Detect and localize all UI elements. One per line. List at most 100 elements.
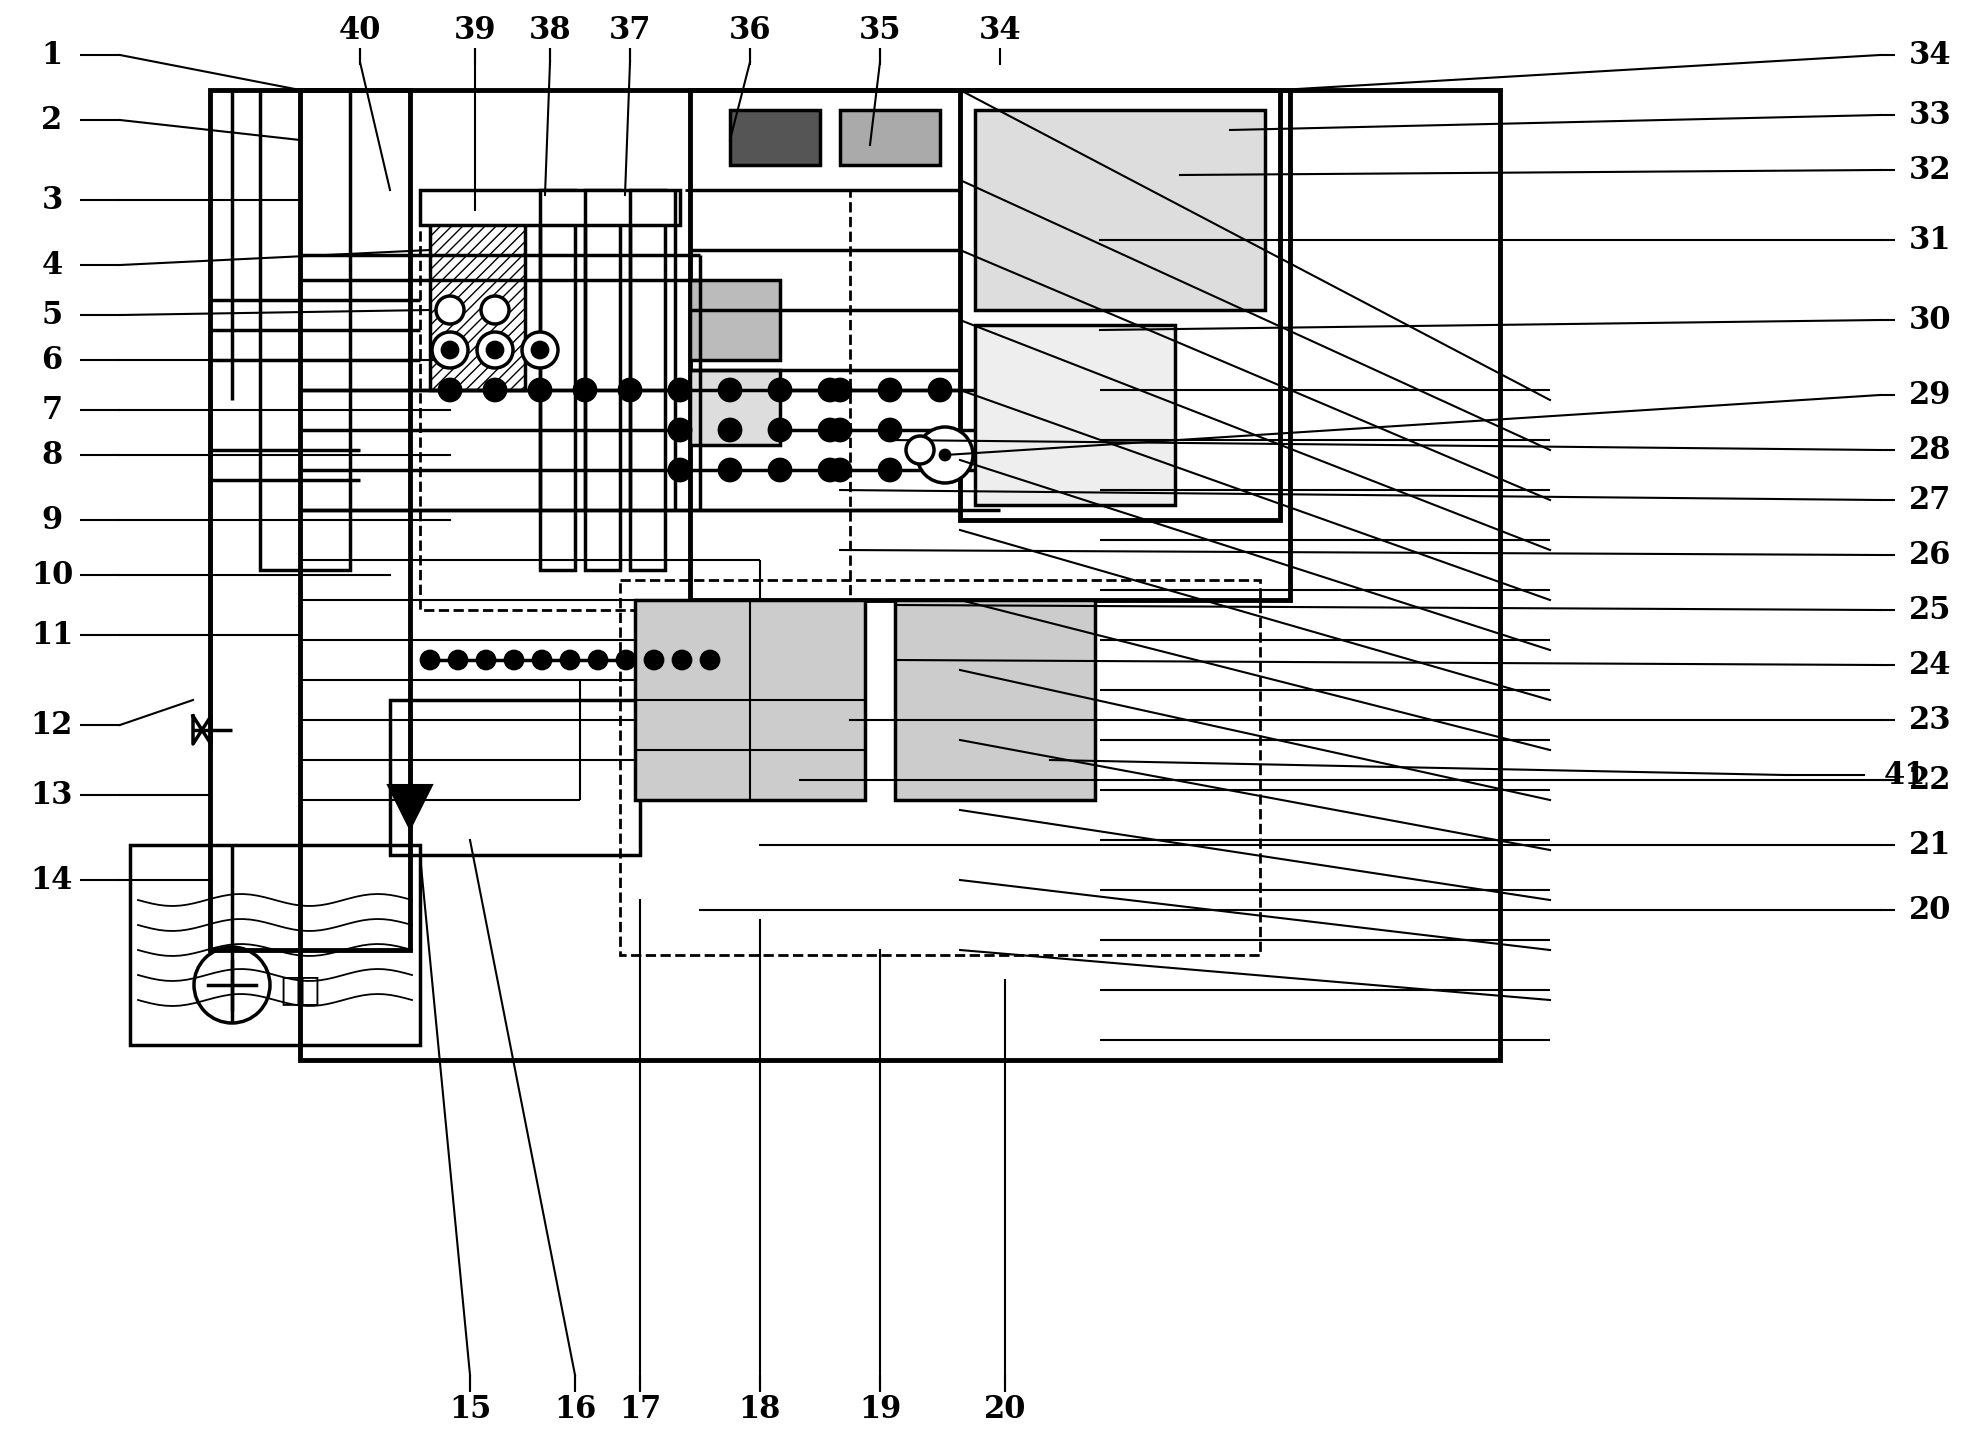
Circle shape [646, 651, 663, 669]
Text: 18: 18 [738, 1394, 781, 1426]
Polygon shape [389, 785, 432, 830]
Bar [976, 110, 1264, 310]
Text: 37: 37 [609, 14, 652, 46]
Circle shape [442, 342, 457, 358]
Text: 21: 21 [1908, 830, 1951, 860]
Bar [976, 325, 1176, 504]
Text: 12: 12 [31, 709, 73, 741]
Circle shape [589, 651, 607, 669]
Text: 13: 13 [31, 780, 73, 811]
Circle shape [828, 459, 852, 481]
Circle shape [828, 418, 852, 441]
Text: 31: 31 [1908, 225, 1951, 255]
Text: 27: 27 [1908, 484, 1951, 516]
Bar [691, 279, 779, 360]
Circle shape [907, 436, 934, 464]
Bar [130, 845, 420, 1045]
Text: 7: 7 [41, 394, 63, 426]
Circle shape [522, 332, 557, 368]
Bar [300, 90, 1500, 1060]
Circle shape [819, 418, 840, 441]
Text: 39: 39 [453, 14, 497, 46]
Text: 河流: 河流 [281, 973, 320, 1006]
Circle shape [504, 651, 522, 669]
Bar [730, 110, 821, 165]
Circle shape [477, 332, 512, 368]
Bar [895, 600, 1095, 800]
Bar [585, 191, 620, 570]
Circle shape [534, 651, 552, 669]
Circle shape [573, 378, 597, 401]
Circle shape [917, 427, 974, 483]
Circle shape [879, 378, 901, 401]
Text: 1: 1 [41, 40, 63, 70]
Circle shape [940, 450, 950, 460]
Bar [840, 110, 940, 165]
Bar [420, 191, 850, 610]
Text: 9: 9 [41, 504, 63, 536]
Text: 8: 8 [41, 440, 63, 470]
Text: 16: 16 [554, 1394, 597, 1426]
Text: 24: 24 [1908, 649, 1951, 681]
Text: 6: 6 [41, 344, 63, 375]
Text: 28: 28 [1908, 434, 1951, 466]
Circle shape [669, 459, 691, 481]
Circle shape [420, 651, 440, 669]
Text: 23: 23 [1908, 705, 1951, 735]
Circle shape [769, 378, 791, 401]
Circle shape [485, 378, 506, 401]
Circle shape [819, 459, 840, 481]
Bar [391, 699, 640, 856]
Circle shape [701, 651, 718, 669]
Text: 11: 11 [31, 619, 73, 651]
Circle shape [673, 651, 691, 669]
Circle shape [879, 418, 901, 441]
Circle shape [669, 378, 691, 401]
Text: 41: 41 [1884, 759, 1926, 791]
Bar [691, 370, 779, 446]
Text: 17: 17 [618, 1394, 662, 1426]
Circle shape [481, 297, 508, 324]
Text: 10: 10 [31, 559, 73, 590]
Circle shape [718, 418, 740, 441]
Circle shape [487, 342, 503, 358]
Text: 19: 19 [860, 1394, 901, 1426]
Text: 20: 20 [983, 1394, 1027, 1426]
Circle shape [928, 378, 950, 401]
Circle shape [532, 342, 548, 358]
Circle shape [819, 378, 840, 401]
Text: 4: 4 [41, 249, 63, 281]
Bar [630, 191, 665, 570]
Bar [620, 580, 1260, 954]
Circle shape [436, 297, 463, 324]
Circle shape [718, 459, 740, 481]
Text: 32: 32 [1908, 155, 1951, 185]
Bar [960, 90, 1280, 520]
Circle shape [440, 378, 461, 401]
Circle shape [828, 378, 852, 401]
Bar [634, 600, 866, 800]
Circle shape [769, 418, 791, 441]
Text: 35: 35 [858, 14, 901, 46]
Circle shape [450, 651, 467, 669]
Bar [210, 90, 410, 950]
Text: 5: 5 [41, 299, 63, 331]
Circle shape [618, 378, 642, 401]
Text: 22: 22 [1908, 764, 1951, 795]
Bar [259, 90, 349, 570]
Text: 25: 25 [1908, 595, 1951, 625]
Text: 14: 14 [31, 864, 73, 896]
Bar [691, 90, 1290, 600]
Text: 26: 26 [1908, 539, 1951, 570]
Circle shape [616, 651, 634, 669]
Text: 34: 34 [1908, 40, 1951, 70]
Bar [420, 191, 679, 225]
Text: 15: 15 [450, 1394, 491, 1426]
Circle shape [561, 651, 579, 669]
Circle shape [879, 459, 901, 481]
Text: 20: 20 [1908, 894, 1951, 926]
Circle shape [477, 651, 495, 669]
Text: 30: 30 [1908, 304, 1951, 335]
Text: 36: 36 [728, 14, 771, 46]
Text: 29: 29 [1908, 380, 1951, 410]
